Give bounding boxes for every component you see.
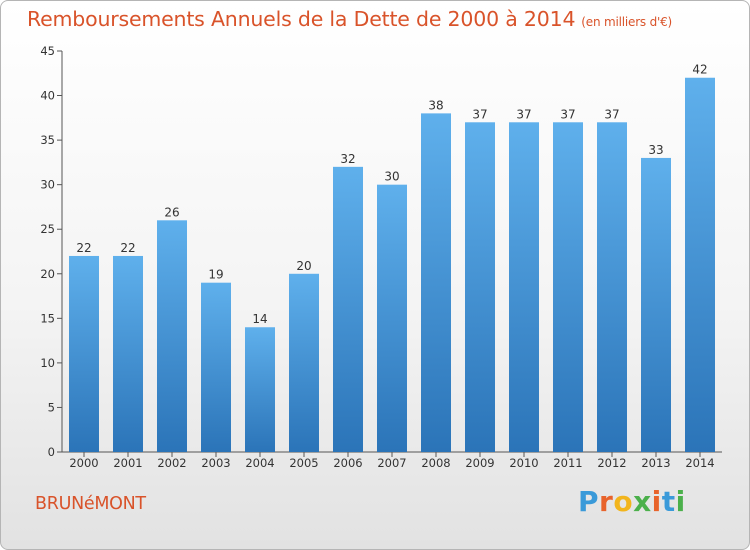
y-tick-label: 10 <box>40 356 55 370</box>
x-tick-label: 2012 <box>597 456 626 470</box>
x-tick-label: 2009 <box>465 456 494 470</box>
y-tick-label: 15 <box>40 311 55 325</box>
bar-2010 <box>509 122 539 453</box>
data-label: 22 <box>120 241 135 255</box>
x-tick-label: 2003 <box>201 456 230 470</box>
logo-letter: t <box>661 485 676 518</box>
logo-letter: o <box>613 485 634 518</box>
data-label: 26 <box>164 205 179 219</box>
y-tick-label: 25 <box>40 222 55 236</box>
y-tick-label: 20 <box>40 267 55 281</box>
axes: 0 5 10 15 20 25 30 35 40 45 2000 2001 2002 2003 2004 20… <box>40 44 722 470</box>
x-tick-label: 2004 <box>245 456 274 470</box>
data-label: 37 <box>472 107 487 121</box>
chart-title: Remboursements Annuels de la Dette de 20… <box>27 7 672 31</box>
x-tick-label: 2008 <box>421 456 450 470</box>
x-tick-label: 2007 <box>377 456 406 470</box>
bar-2005 <box>289 273 319 452</box>
x-tick-label: 2002 <box>157 456 186 470</box>
data-label: 20 <box>296 259 311 273</box>
bar-2004 <box>245 327 275 452</box>
bar-2009 <box>465 122 495 453</box>
y-tick-label: 45 <box>40 44 55 58</box>
x-tick-label: 2013 <box>641 456 670 470</box>
logo-letter: i <box>651 485 662 518</box>
logo-letter: r <box>599 485 614 518</box>
bar-2014 <box>685 77 715 452</box>
bar-2012 <box>597 122 627 453</box>
y-tick-label: 5 <box>48 400 55 414</box>
value-labels: 22 22 26 19 14 20 32 30 38 37 37 37 37 33 42 <box>76 63 707 327</box>
data-label: 32 <box>340 152 355 166</box>
bars <box>69 77 715 453</box>
x-tick-label: 2006 <box>333 456 362 470</box>
bar-2003 <box>201 282 231 452</box>
data-label: 38 <box>428 98 443 112</box>
title-text: Remboursements Annuels de la Dette de 20… <box>27 7 576 31</box>
bar-2011 <box>553 122 583 453</box>
logo-letter: i <box>675 485 686 518</box>
data-label: 19 <box>208 268 223 282</box>
bar-2006 <box>333 166 363 452</box>
data-label: 22 <box>76 241 91 255</box>
town-name: BRUNéMONT <box>35 494 146 514</box>
bar-2013 <box>641 157 671 452</box>
data-label: 30 <box>384 170 399 184</box>
logo-letter: x <box>633 485 652 518</box>
x-tick-label: 2000 <box>69 456 98 470</box>
y-tick-label: 40 <box>40 89 55 103</box>
data-label: 14 <box>252 312 267 326</box>
x-tick-label: 2010 <box>509 456 538 470</box>
y-tick-label: 0 <box>48 445 55 459</box>
proxiti-logo: Proxiti <box>578 485 686 518</box>
bar-2007 <box>377 184 407 452</box>
bar-chart: 0 5 10 15 20 25 30 35 40 45 2000 2001 2002 2003 2004 20… <box>40 44 722 470</box>
bar-2001 <box>113 255 143 452</box>
x-tick-label: 2001 <box>113 456 142 470</box>
x-tick-label: 2005 <box>289 456 318 470</box>
bar-2002 <box>157 220 187 452</box>
data-label: 37 <box>516 107 531 121</box>
data-label: 33 <box>648 143 663 157</box>
bar-2008 <box>421 113 451 452</box>
x-tick-label: 2011 <box>553 456 582 470</box>
y-tick-label: 30 <box>40 178 55 192</box>
data-label: 37 <box>560 107 575 121</box>
data-label: 37 <box>604 107 619 121</box>
logo-letter: P <box>578 485 600 518</box>
data-label: 42 <box>692 63 707 77</box>
bar-2000 <box>69 255 99 452</box>
x-tick-label: 2014 <box>685 456 714 470</box>
y-tick-label: 35 <box>40 133 55 147</box>
unit-subtitle: (en milliers d'€) <box>581 15 673 29</box>
